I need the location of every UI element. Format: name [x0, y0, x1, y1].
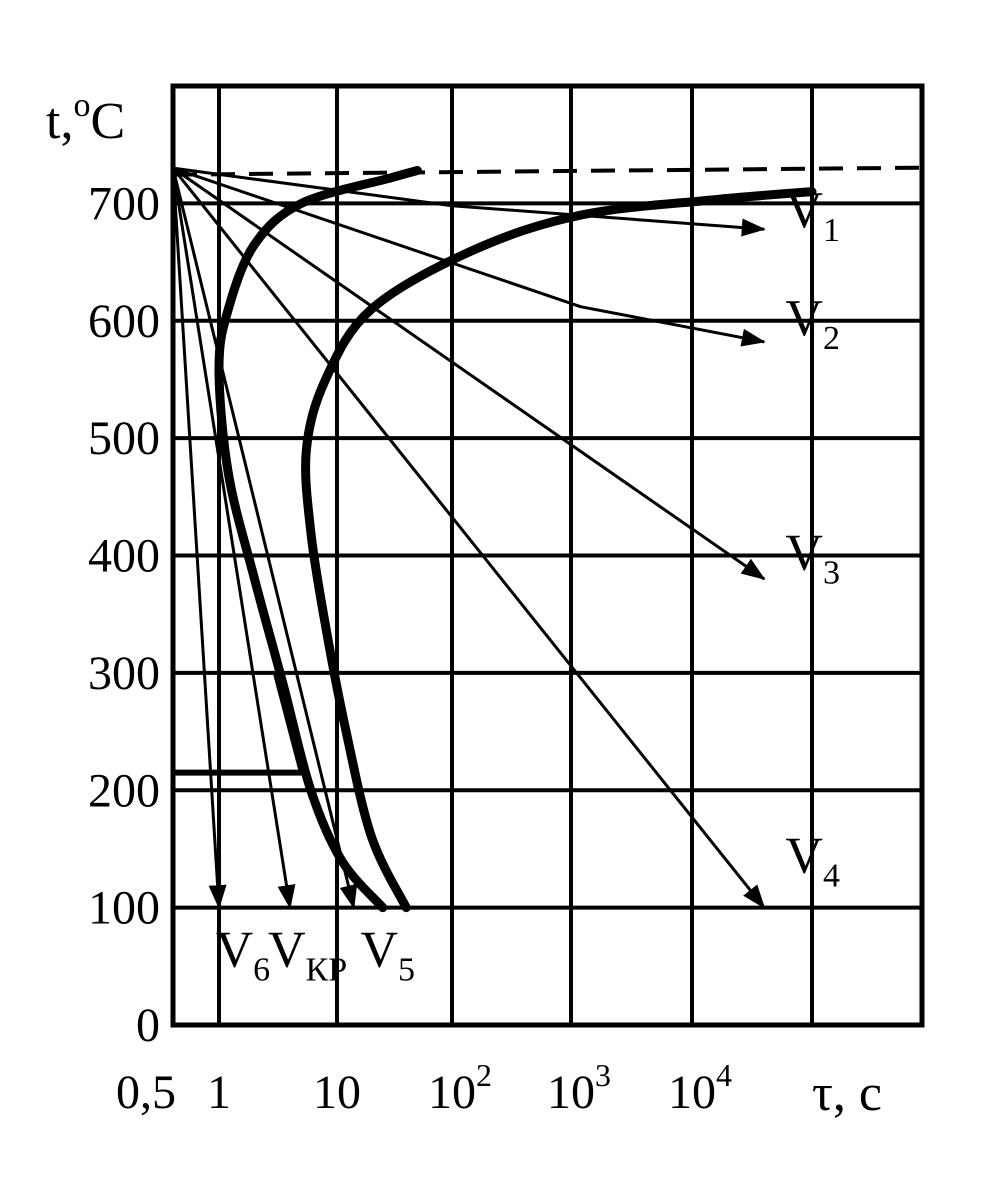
cooling-line-vКР: [171, 167, 296, 910]
y-axis-label-unit: C: [90, 93, 125, 150]
cooling-line-v2: [172, 166, 766, 347]
y-tick-label: 400: [88, 530, 160, 583]
series-label-subscript: 5: [398, 951, 415, 988]
martensite-connector: [272, 672, 304, 774]
x-tick-label-exponent: 3: [595, 1057, 611, 1093]
c-curves: [173, 166, 817, 913]
cooling-line-v1: [172, 166, 766, 237]
series-label-v1: V1: [785, 182, 840, 249]
y-tick-label: 600: [88, 295, 160, 348]
series-label-v6: V6: [216, 921, 271, 988]
y-axis-label-var: t,: [46, 93, 73, 150]
y-tick-label: 100: [88, 882, 160, 935]
x-tick-label: 0,5: [116, 1066, 176, 1119]
series-label-subscript: КР: [306, 951, 348, 988]
series-label-v4: V4: [785, 827, 840, 894]
x-tick-label: 1: [207, 1066, 231, 1119]
series-label-subscript: 4: [823, 857, 840, 894]
series-label-subscript: 1: [823, 212, 840, 249]
c-curve-end: [301, 187, 817, 913]
cooling-line-v4: [171, 167, 766, 909]
a1-dashed-line: [172, 165, 923, 177]
x-tick-label-exponent: 2: [476, 1057, 492, 1093]
series-label-subscript: 3: [823, 555, 840, 592]
y-tick-label: 700: [88, 177, 160, 230]
labels: t,oC τ, c 0 100 200 300 400 500 600 700 0,5 1 10 10…: [46, 87, 882, 1122]
y-axis-label: t,oC: [46, 87, 125, 150]
series-label-v2: V2: [785, 290, 840, 357]
x-tick-label: 102: [428, 1057, 492, 1119]
cooling-line-v6: [171, 168, 227, 910]
a1-line: [172, 165, 923, 177]
cooling-lines: [171, 166, 766, 910]
x-axis-label: τ, c: [812, 1065, 882, 1122]
x-tick-label: 10: [313, 1066, 361, 1119]
x-tick-label-exponent: 4: [716, 1057, 732, 1093]
y-tick-label: 200: [88, 764, 160, 817]
plot-frame: [170, 83, 925, 1028]
series-label-subscript: 2: [823, 320, 840, 357]
axes: [170, 83, 925, 1028]
x-tick-label: 103: [547, 1057, 611, 1119]
x-tick-label: 104: [668, 1057, 732, 1119]
y-tick-label: 500: [88, 412, 160, 465]
y-axis-label-sup: o: [73, 87, 90, 124]
cooling-line-v3: [172, 166, 766, 581]
y-tick-label: 0: [136, 999, 160, 1052]
series-label-v5: V5: [360, 921, 415, 988]
cooling-line-v5: [171, 167, 358, 910]
series-label-subscript: 6: [253, 951, 270, 988]
series-label-v3: V3: [785, 525, 840, 592]
y-tick-label: 300: [88, 647, 160, 700]
c-curve-start: [214, 166, 422, 913]
